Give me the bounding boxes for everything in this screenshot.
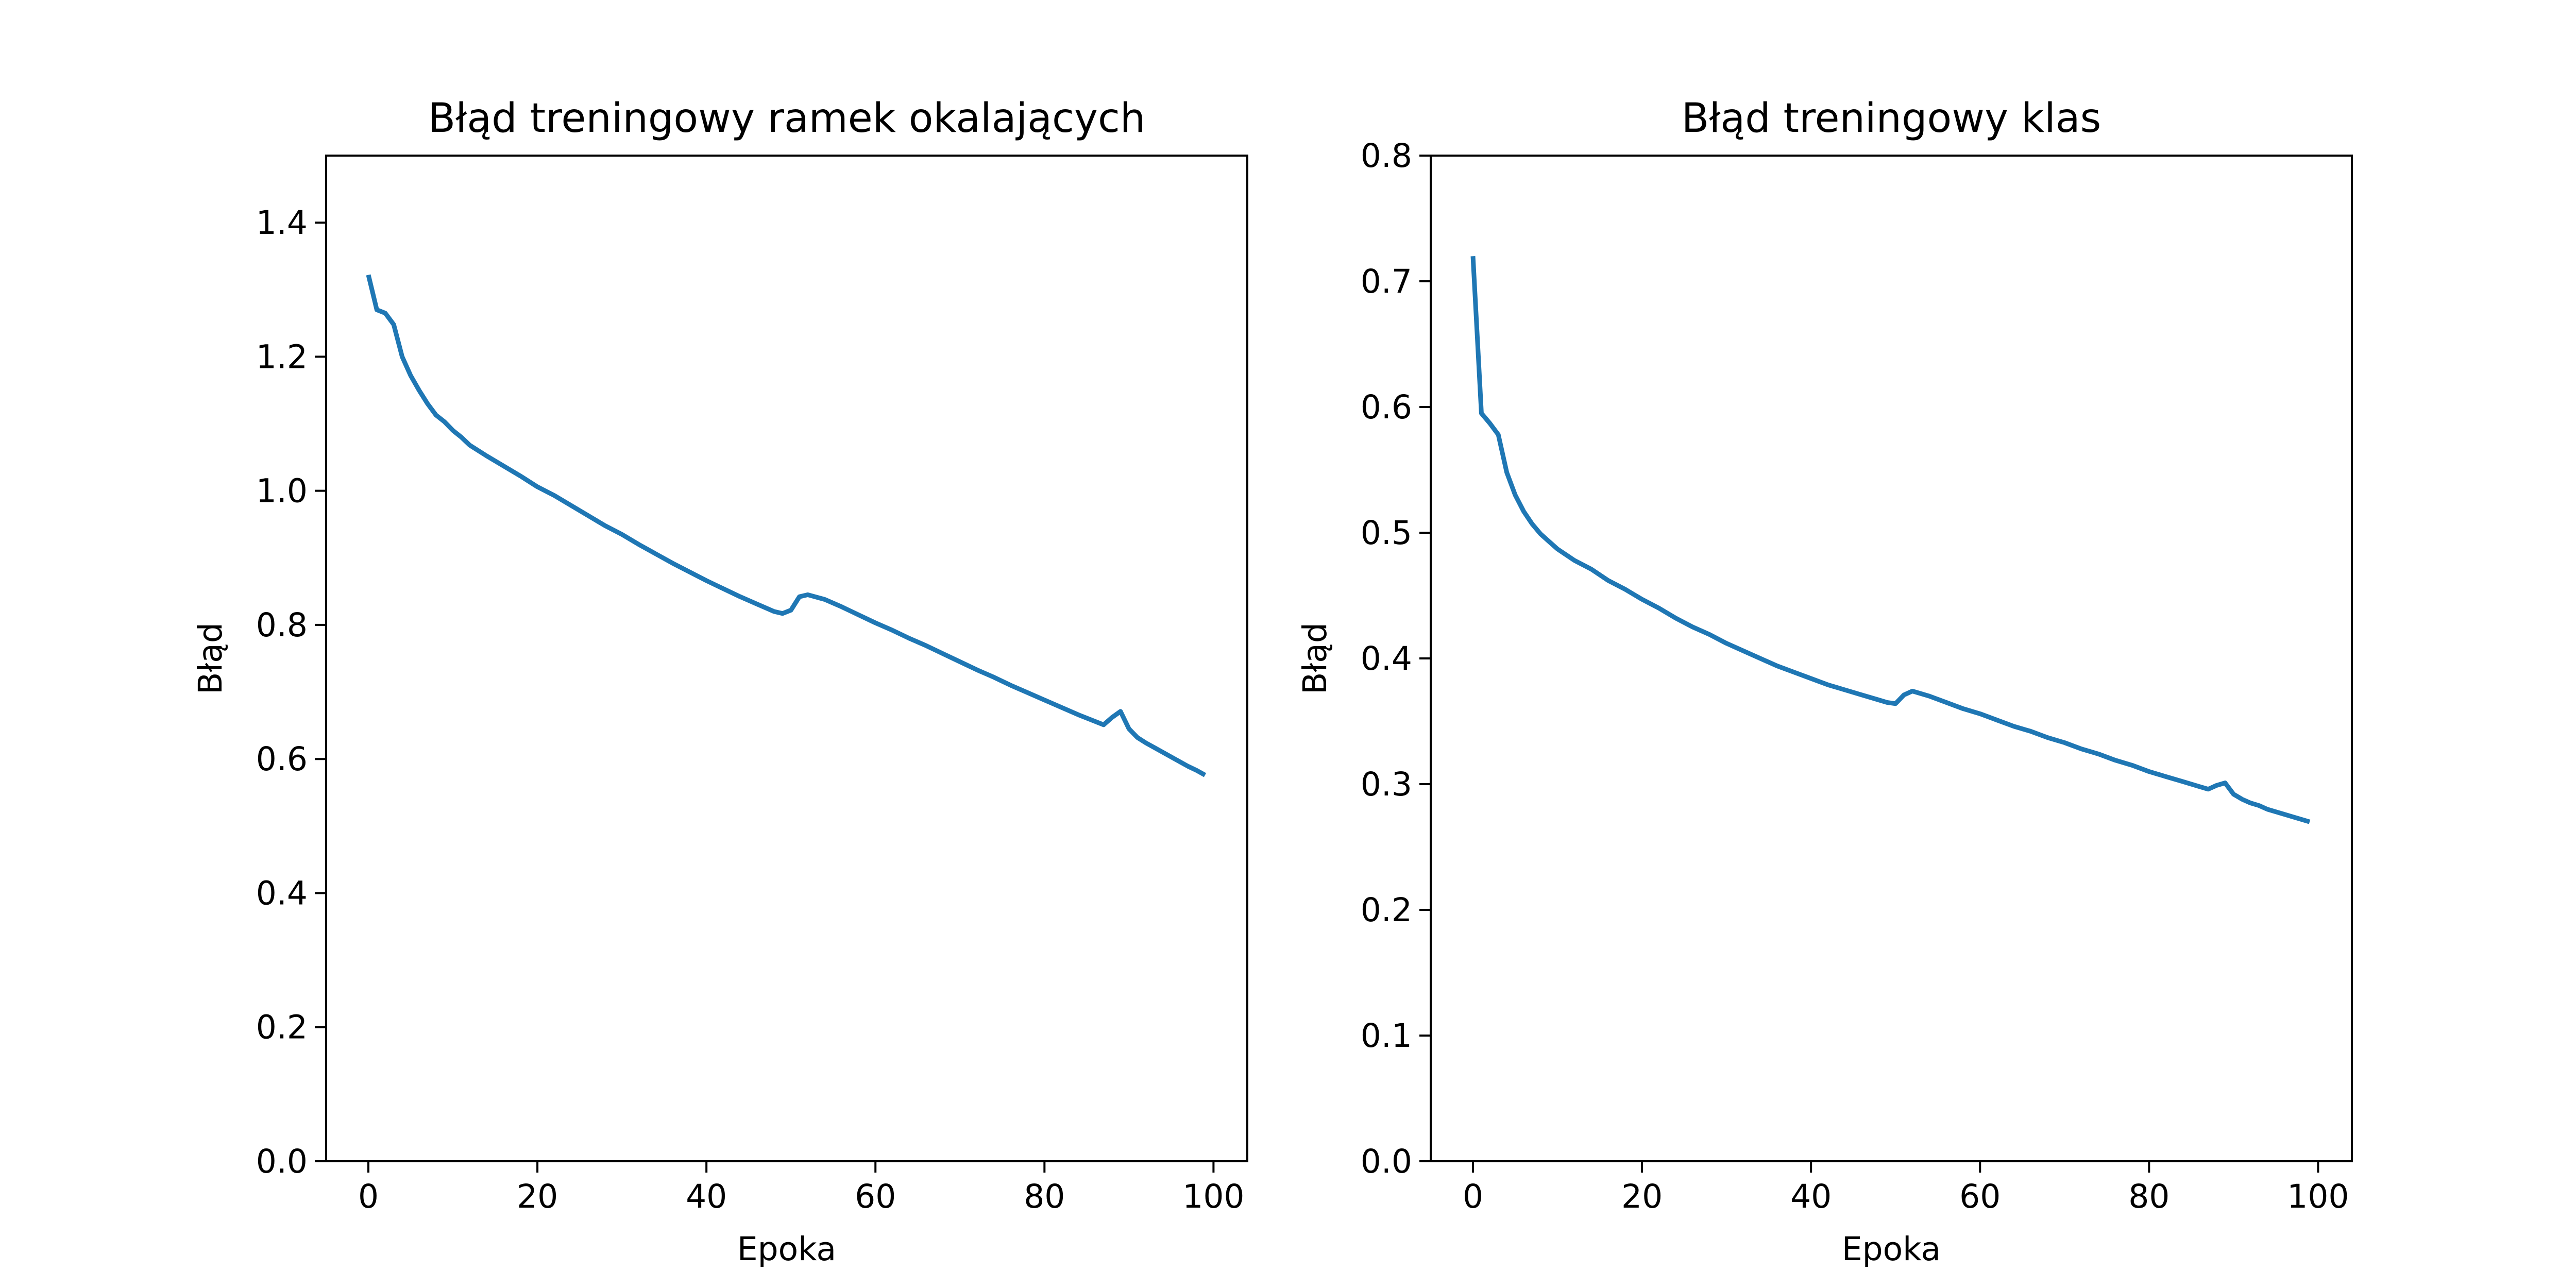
y-tick-label: 1.0: [256, 472, 308, 510]
plot-area: 0 20 40 60 80 100 0.0 0.1 0.2 0.3 0.4 0.5 0.6 0.7 0.8: [1361, 137, 2349, 1215]
y-axis-label: Błąd: [1296, 622, 1334, 694]
x-tick-label: 0: [358, 1178, 379, 1215]
x-tick-label: 20: [1621, 1178, 1663, 1215]
x-tick-label: 20: [517, 1178, 558, 1215]
y-tick-label: 0.4: [256, 874, 308, 912]
x-axis-label: Epoka: [1842, 1230, 1941, 1268]
y-tick-label: 0.8: [256, 606, 308, 644]
y-tick-label: 0.0: [256, 1143, 308, 1180]
x-tick-label: 60: [1959, 1178, 2001, 1215]
class-loss-chart: Błąd treningowy klas Epoka Błąd 0 20 40 60 8…: [1296, 95, 2353, 1268]
y-tick-label: 0.7: [1361, 263, 1412, 300]
bbox-loss-chart: Błąd treningowy ramek okalających Epoka …: [192, 95, 1248, 1268]
y-tick-label: 0.4: [1361, 640, 1412, 677]
y-tick-label: 0.8: [1361, 137, 1412, 175]
x-tick-label: 60: [855, 1178, 896, 1215]
x-tick-label: 100: [1182, 1178, 1244, 1215]
loss-series-line: [1470, 256, 2311, 824]
loss-series-line: [366, 274, 1207, 777]
x-tick-label: 0: [1463, 1178, 1483, 1215]
x-tick-label: 80: [1024, 1178, 1065, 1215]
y-tick-label: 0.6: [256, 740, 308, 778]
y-tick-label: 1.4: [256, 204, 308, 242]
chart-title: Błąd treningowy klas: [1682, 95, 2102, 142]
y-tick-label: 0.2: [1361, 891, 1412, 929]
x-tick-label: 100: [2287, 1178, 2349, 1215]
plot-area: 0 20 40 60 80 100 0.0 0.2 0.4 0.6 0.8 1.0 1.2 1.4: [256, 204, 1245, 1215]
axes-frame: [1430, 155, 2353, 1162]
chart-title: Błąd treningowy ramek okalających: [428, 95, 1146, 142]
y-tick-label: 1.2: [256, 338, 308, 376]
y-tick-label: 0.5: [1361, 514, 1412, 552]
y-tick-label: 0.0: [1361, 1143, 1412, 1180]
y-tick-label: 0.3: [1361, 766, 1412, 803]
y-axis-label: Błąd: [192, 622, 229, 694]
axes-frame: [325, 155, 1248, 1162]
x-tick-label: 40: [686, 1178, 727, 1215]
x-tick-label: 40: [1790, 1178, 1832, 1215]
y-tick-label: 0.1: [1361, 1017, 1412, 1055]
y-tick-label: 0.6: [1361, 388, 1412, 426]
y-tick-label: 0.2: [256, 1009, 308, 1046]
x-axis-label: Epoka: [737, 1230, 836, 1268]
x-tick-label: 80: [2128, 1178, 2170, 1215]
